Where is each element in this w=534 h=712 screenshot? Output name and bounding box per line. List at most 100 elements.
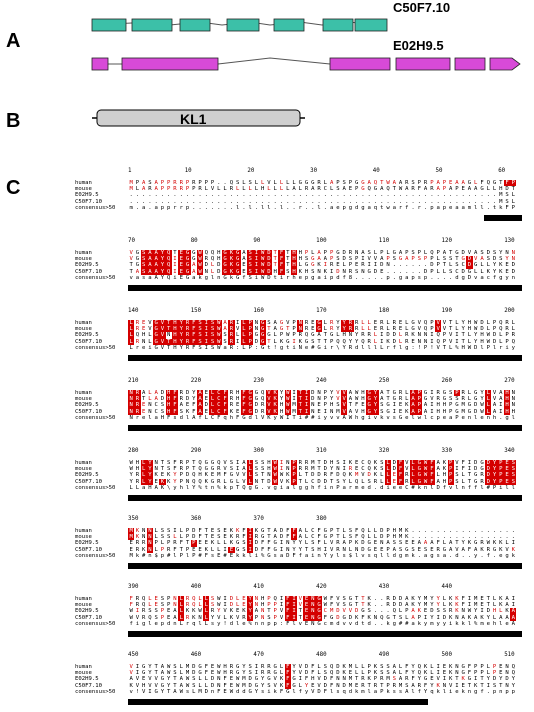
residue: G bbox=[311, 256, 315, 263]
residue: R bbox=[347, 326, 354, 333]
consensus-residue: l bbox=[430, 484, 434, 491]
consensus-residue: l bbox=[411, 688, 415, 695]
residue: A bbox=[492, 408, 497, 415]
residue: S bbox=[336, 256, 340, 263]
residue: K bbox=[323, 268, 328, 275]
consensus-residue: a bbox=[423, 552, 428, 559]
consensus-residue: a bbox=[405, 274, 409, 281]
residue: R bbox=[329, 326, 334, 333]
residue: E bbox=[480, 596, 484, 602]
residue: . bbox=[442, 198, 447, 205]
consensus-residue: r bbox=[298, 204, 302, 211]
residue: E bbox=[311, 320, 315, 326]
residue: . bbox=[292, 192, 296, 199]
residue: R bbox=[261, 408, 265, 415]
residue: T bbox=[323, 332, 328, 339]
residue: D bbox=[311, 472, 315, 479]
residue: W bbox=[217, 602, 221, 609]
residue: S bbox=[261, 460, 265, 466]
sequence-names: human mouse E02H9.5 C50F7.10 consensus>50 bbox=[75, 664, 115, 695]
residue: Y bbox=[304, 682, 309, 689]
consensus-residue: q bbox=[373, 552, 378, 559]
residue: Y bbox=[372, 408, 379, 415]
residue: . bbox=[405, 192, 409, 199]
residue: E bbox=[430, 676, 434, 683]
residue: Y bbox=[178, 332, 185, 339]
residue: . bbox=[486, 198, 490, 205]
residue: H bbox=[290, 268, 298, 275]
residue: . bbox=[261, 198, 265, 205]
residue: T bbox=[348, 402, 353, 409]
consensus-residue: v bbox=[373, 414, 378, 421]
residue: W bbox=[279, 472, 284, 479]
residue: Y bbox=[492, 262, 497, 269]
residue: S bbox=[217, 528, 221, 534]
residue: Q bbox=[165, 256, 172, 263]
residue: T bbox=[355, 676, 359, 683]
residue: P bbox=[386, 528, 390, 534]
residue: L bbox=[154, 546, 158, 553]
residue: K bbox=[448, 670, 453, 677]
residue: M bbox=[329, 608, 334, 615]
consensus-residue: I bbox=[204, 344, 208, 351]
residue: C bbox=[323, 608, 328, 615]
residue: R bbox=[448, 608, 453, 615]
residue: K bbox=[192, 614, 196, 621]
residue: S bbox=[448, 396, 453, 403]
consensus-residue: e bbox=[442, 414, 447, 421]
consensus-residue: k bbox=[461, 688, 465, 695]
residue: . bbox=[511, 528, 516, 534]
residue: P bbox=[367, 670, 371, 677]
consensus-residue: P bbox=[486, 344, 490, 351]
consensus-residue: d bbox=[455, 552, 459, 559]
residue: P bbox=[386, 534, 390, 541]
residue: S bbox=[179, 408, 183, 415]
residue: Y bbox=[146, 478, 154, 485]
residue: . bbox=[411, 198, 415, 205]
residue: G bbox=[474, 262, 478, 269]
residue: I bbox=[392, 402, 396, 409]
residue: A bbox=[154, 396, 158, 403]
residue: F bbox=[436, 540, 440, 547]
residue: A bbox=[129, 676, 133, 683]
exon-box bbox=[395, 57, 451, 71]
consensus-residue: a bbox=[141, 484, 146, 491]
consensus-residue: ! bbox=[223, 620, 227, 627]
consensus-residue: g bbox=[505, 414, 509, 421]
residue: V bbox=[492, 396, 497, 403]
consensus-residue: g bbox=[361, 414, 365, 421]
consensus-residue: # bbox=[198, 552, 202, 559]
residue: F bbox=[405, 670, 409, 677]
residue: R bbox=[461, 396, 465, 403]
residue: . bbox=[160, 192, 165, 199]
residue: P bbox=[442, 332, 447, 339]
residue: L bbox=[398, 670, 403, 677]
consensus-residue: # bbox=[411, 484, 415, 491]
residue: S bbox=[160, 528, 165, 534]
residue: P bbox=[386, 682, 390, 689]
residue: F bbox=[198, 528, 202, 534]
residue: . bbox=[217, 192, 221, 199]
residue: D bbox=[217, 268, 221, 275]
residue: W bbox=[259, 250, 266, 257]
consensus-residue: v bbox=[348, 620, 353, 627]
residue: K bbox=[129, 682, 133, 689]
residue: K bbox=[135, 528, 140, 534]
residue: I bbox=[323, 546, 328, 553]
consensus-residue: p bbox=[167, 204, 171, 211]
residue: T bbox=[286, 262, 290, 269]
consensus-residue: s bbox=[261, 688, 265, 695]
position-ticks: 350 360 370 380 bbox=[128, 516, 528, 524]
residue: E bbox=[210, 472, 215, 479]
residue: K bbox=[254, 528, 259, 534]
residue: L bbox=[148, 390, 152, 396]
residue: D bbox=[466, 256, 473, 263]
residue: A bbox=[430, 540, 434, 547]
residue: G bbox=[234, 268, 241, 275]
residue: R bbox=[229, 402, 234, 409]
sequence-names: human mouse E02H9.5 C50F7.10 consensus>50 bbox=[75, 250, 115, 281]
residue: H bbox=[442, 472, 447, 479]
consensus-residue: a bbox=[154, 204, 158, 211]
consensus-residue: a bbox=[448, 414, 453, 421]
